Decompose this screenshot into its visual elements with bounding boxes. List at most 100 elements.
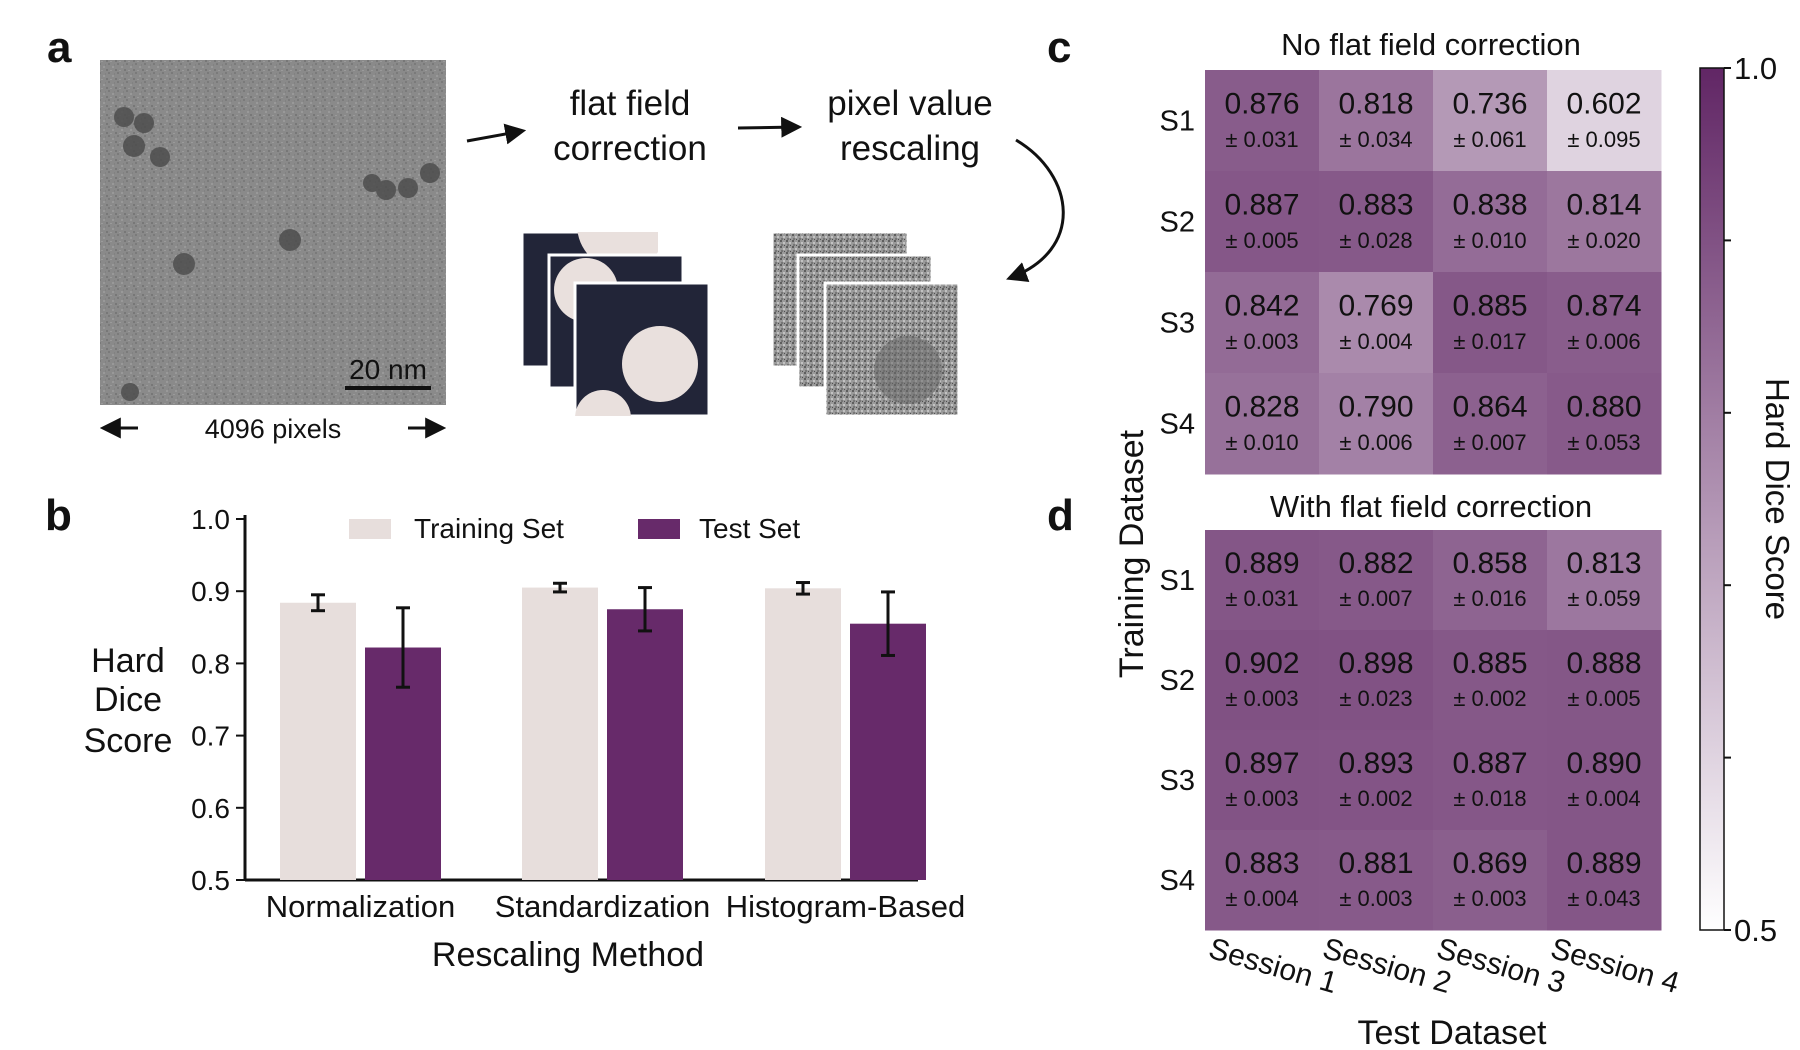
colorbar-max-label: 1.0 (1734, 51, 1777, 86)
nanoparticles (114, 107, 440, 401)
segmentation-mask-stack (520, 230, 711, 418)
heatmap-cell-value: 0.889 (1224, 547, 1299, 580)
colorbar-min-label: 0.5 (1734, 913, 1777, 948)
heatmap-cell-value: 0.893 (1338, 747, 1413, 780)
heatmap-cell (1433, 272, 1548, 374)
heatmap-cell (1205, 830, 1320, 931)
colorbar: 1.0 0.5 Hard Dice Score (1699, 51, 1796, 948)
step1-line1: flat field (570, 84, 691, 123)
colorbar-label: Hard Dice Score (1759, 378, 1796, 620)
heatmap-cell-error: ± 0.043 (1567, 886, 1640, 911)
heatmap-cell-value: 0.790 (1338, 390, 1413, 423)
heatmap-cell-error: ± 0.016 (1453, 586, 1526, 611)
heatmap-cell-value: 0.881 (1338, 847, 1413, 880)
heatmap-cell (1205, 630, 1320, 731)
flow-arrow-2 (737, 116, 803, 138)
panel-label-c: c (1047, 23, 1071, 72)
heatmap-cell-error: ± 0.028 (1339, 228, 1412, 253)
heatmap-cell-value: 0.813 (1566, 547, 1641, 580)
heatmap-row-label: S4 (1160, 865, 1195, 897)
flow-arrow-curved (1006, 138, 1065, 282)
heatmap-cell (1547, 730, 1662, 831)
heatmap-cell (1205, 730, 1320, 831)
heatmap-no-flat-field: 0.876 ± 0.031 0.818 ± 0.034 0.736 ± 0.061 0.60… (1160, 70, 1662, 475)
heatmap-cell (1547, 373, 1662, 475)
heatmap-cell-error: ± 0.031 (1225, 127, 1298, 152)
heatmap-cell (1205, 171, 1320, 273)
heatmap-cell-value: 0.814 (1566, 188, 1641, 221)
bar-training-standardization (522, 587, 598, 880)
heatmap-cell-error: ± 0.031 (1225, 586, 1298, 611)
heatmap-cell-value: 0.818 (1338, 87, 1413, 120)
heatmap-cell-error: ± 0.059 (1567, 586, 1640, 611)
heatmap-cell-error: ± 0.010 (1453, 228, 1526, 253)
heatmap-cell (1433, 530, 1548, 631)
heatmap-cell-error: ± 0.005 (1225, 228, 1298, 253)
y-tick-label: 0.6 (191, 793, 230, 824)
heatmap-cell-value: 0.888 (1566, 647, 1641, 680)
heatmap-cell (1433, 171, 1548, 273)
legend-swatch-training (349, 519, 391, 539)
colorbar-ticks (1724, 67, 1731, 931)
y-tick-label: 0.9 (191, 576, 230, 607)
heatmap-cell-error: ± 0.003 (1225, 329, 1298, 354)
legend-label-training: Training Set (414, 513, 564, 544)
heatmap-cell (1433, 630, 1548, 731)
heatmap-cell-error: ± 0.006 (1339, 430, 1412, 455)
heatmap-cell-value: 0.869 (1452, 847, 1527, 880)
heatmap-cell (1205, 373, 1320, 475)
legend-swatch-test (638, 519, 680, 539)
heatmap-cell-value: 0.876 (1224, 87, 1299, 120)
heatmap-cell-error: ± 0.003 (1225, 786, 1298, 811)
scale-bar-label: 20 nm (349, 354, 427, 385)
heatmap-cell-error: ± 0.004 (1567, 786, 1640, 811)
heatmap-cell-error: ± 0.003 (1453, 886, 1526, 911)
heatmap-cell-value: 0.828 (1224, 390, 1299, 423)
heatmap-cell (1319, 730, 1434, 831)
heatmap-cell-value: 0.887 (1224, 188, 1299, 221)
micrograph: 20 nm (100, 60, 446, 405)
heatmap-cell (1319, 272, 1434, 374)
heatmap-cell-error: ± 0.007 (1339, 586, 1412, 611)
heatmap-cell-error: ± 0.061 (1453, 127, 1526, 152)
heatmap-cell-error: ± 0.023 (1339, 686, 1412, 711)
heatmap-cell-value: 0.885 (1452, 647, 1527, 680)
heatmap-cell (1433, 70, 1548, 172)
bars (280, 587, 926, 880)
heatmap-cell-value: 0.889 (1566, 847, 1641, 880)
panel-label-d: d (1047, 491, 1074, 540)
legend: Training Set Test Set (349, 513, 800, 544)
heatmap-cell-value: 0.736 (1452, 87, 1527, 120)
bar-test-standardization (607, 609, 683, 880)
heatmap-cell-value: 0.897 (1224, 747, 1299, 780)
error-bars (311, 581, 895, 689)
step1-line2: correction (553, 129, 707, 168)
heatmap-row-label: S3 (1160, 308, 1195, 340)
heatmap-row-label: S4 (1160, 409, 1195, 441)
y-tick-label: 0.7 (191, 721, 230, 752)
y-axis-label-line3: Score (84, 722, 173, 760)
y-tick-label: 0.8 (191, 648, 230, 679)
heatmap-cell-value: 0.864 (1452, 390, 1527, 423)
bar-training-histogram-based (765, 588, 841, 880)
heatmap-with-flat-field: 0.889 ± 0.031 0.882 ± 0.007 0.858 ± 0.016 0.81… (1160, 530, 1662, 931)
heatmap-cell (1547, 171, 1662, 273)
heatmap-cell-value: 0.902 (1224, 647, 1299, 680)
heatmap-cell-value: 0.880 (1566, 390, 1641, 423)
heatmap-cell-value: 0.885 (1452, 289, 1527, 322)
heatmap-cell-value: 0.842 (1224, 289, 1299, 322)
heatmap-cell-value: 0.883 (1338, 188, 1413, 221)
heatmap-x-axis-label: Test Dataset (1358, 1014, 1548, 1050)
heatmap-cell-value: 0.882 (1338, 547, 1413, 580)
heatmap-column-label: Session 2 (1319, 932, 1455, 1000)
x-axis-label: Rescaling Method (432, 936, 704, 974)
heatmap-cell (1319, 373, 1434, 475)
colorbar-bar (1699, 67, 1725, 931)
heatmap-cell (1547, 70, 1662, 172)
rescaled-image-stack (770, 230, 961, 418)
heatmap-cell-error: ± 0.018 (1453, 786, 1526, 811)
heatmap-cell-error: ± 0.095 (1567, 127, 1640, 152)
heatmap-cell-error: ± 0.053 (1567, 430, 1640, 455)
